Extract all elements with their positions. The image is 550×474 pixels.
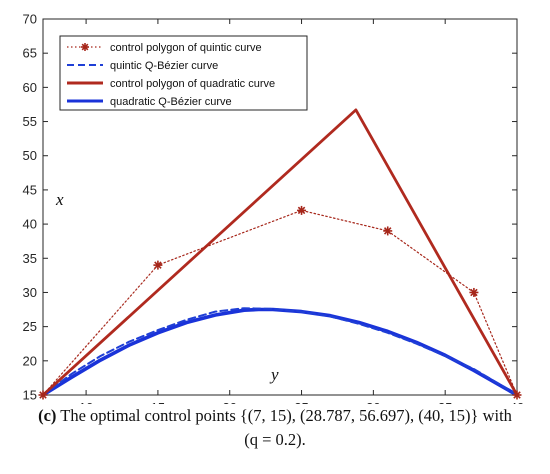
y-tick-label: 65 bbox=[23, 46, 37, 61]
x-tick-label: 10 bbox=[79, 400, 93, 404]
data-point-marker bbox=[512, 390, 522, 400]
x-tick-label: 15 bbox=[151, 400, 165, 404]
data-point-marker bbox=[469, 287, 479, 297]
data-point-marker bbox=[153, 260, 163, 270]
y-tick-label: 25 bbox=[23, 319, 37, 334]
chart: 10 15 20 25 30 35 40 15 20 25 30 35 40 45 50 55 60 65 70 x… bbox=[23, 12, 525, 405]
legend-label: control polygon of quadratic curve bbox=[110, 78, 275, 90]
series-line-1 bbox=[42, 307, 518, 396]
y-tick-label: 60 bbox=[23, 80, 37, 95]
x-tick-label: 30 bbox=[366, 400, 380, 404]
y-tick-label: 55 bbox=[23, 114, 37, 129]
figure-caption: (c) The optimal control points {(7, 15),… bbox=[0, 404, 550, 452]
y-tick-label: 30 bbox=[23, 285, 37, 300]
y-tick-label: 35 bbox=[23, 251, 37, 266]
caption-line2: (q = 0.2). bbox=[244, 430, 306, 449]
y-tick-label: 40 bbox=[23, 217, 37, 232]
legend-marker bbox=[81, 43, 89, 51]
data-point-marker bbox=[383, 226, 393, 236]
data-point-marker bbox=[297, 205, 307, 215]
x-tick-label: 20 bbox=[222, 400, 236, 404]
legend-label: quintic Q-Bézier curve bbox=[110, 60, 218, 72]
series-layer bbox=[38, 108, 522, 400]
y-tick-label: 50 bbox=[23, 148, 37, 163]
series-line-2 bbox=[41, 108, 519, 397]
y-tick-label: 45 bbox=[23, 182, 37, 197]
legend: control polygon of quintic curve quintic … bbox=[59, 35, 308, 111]
legend-items: control polygon of quintic curve quintic … bbox=[67, 42, 275, 108]
x-tick-label: 35 bbox=[438, 400, 452, 404]
x-tick-label: 40 bbox=[510, 400, 524, 404]
legend-label: quadratic Q-Bézier curve bbox=[110, 96, 232, 108]
y-axis-label: x bbox=[55, 190, 64, 209]
legend-label: control polygon of quintic curve bbox=[110, 42, 262, 54]
caption-label: (c) bbox=[38, 406, 57, 425]
caption-text: The optimal control points {(7, 15), (28… bbox=[56, 406, 512, 425]
y-tick-label: 15 bbox=[23, 388, 37, 403]
x-axis-label: y bbox=[269, 365, 279, 384]
legend-box bbox=[59, 35, 308, 111]
y-tick-label: 20 bbox=[23, 353, 37, 368]
axis-ticks: 10 15 20 25 30 35 40 15 20 25 30 35 40 45 50 55 60 65 70 bbox=[23, 12, 525, 405]
data-point-marker bbox=[38, 390, 48, 400]
x-tick-label: 25 bbox=[294, 400, 308, 404]
series-line-0 bbox=[42, 209, 518, 396]
y-tick-label: 70 bbox=[23, 12, 37, 27]
